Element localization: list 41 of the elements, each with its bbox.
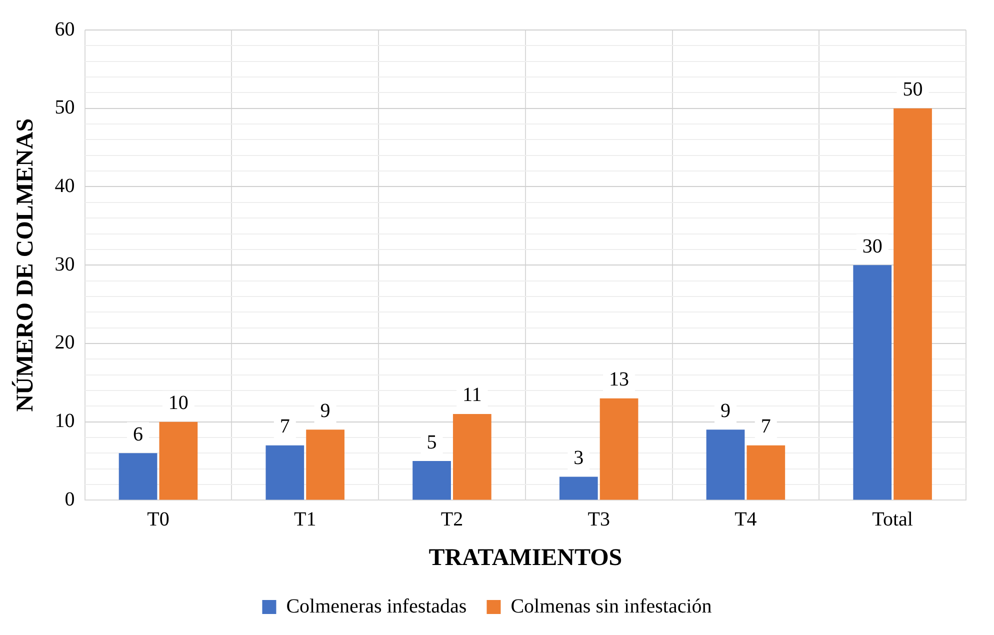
x-tick-label: T3: [588, 508, 610, 530]
y-tick-label: 60: [54, 18, 75, 40]
data-label: 7: [760, 416, 771, 438]
data-label: 10: [168, 392, 188, 414]
legend-label: Colmenas sin infestación: [510, 595, 712, 618]
bar: [159, 422, 198, 500]
x-tick-label: T0: [147, 508, 170, 530]
bar: [118, 453, 158, 500]
bar: [266, 445, 304, 500]
x-tick-label: T1: [294, 508, 316, 530]
data-label: 50: [902, 78, 923, 101]
y-tick-label: 20: [54, 332, 75, 354]
data-label: 9: [320, 400, 330, 422]
bar: [706, 430, 745, 500]
x-axis-title: TRATAMIENTOS: [428, 544, 622, 571]
bar: [746, 445, 786, 500]
data-label: 5: [426, 431, 437, 454]
data-label: 6: [133, 423, 144, 446]
bar: [452, 414, 492, 500]
bar: [306, 430, 344, 500]
y-tick-label: 30: [54, 253, 75, 276]
data-label: 7: [280, 416, 290, 438]
bar: [600, 398, 638, 500]
y-tick-label: 40: [54, 174, 75, 197]
x-tick-label: Total: [872, 508, 914, 530]
x-tick-label: T4: [734, 508, 757, 530]
y-tick-label: 10: [54, 410, 75, 432]
data-label: 13: [609, 368, 630, 391]
y-tick-label: 50: [54, 96, 75, 119]
bar: [853, 265, 892, 500]
data-label: 3: [574, 446, 584, 469]
bar: [894, 108, 932, 500]
y-axis-title: NÚMERO DE COLMENAS: [12, 118, 39, 412]
y-tick-label: 0: [64, 488, 75, 510]
data-label: 11: [462, 384, 482, 406]
data-label: 30: [862, 235, 882, 258]
data-label: 9: [720, 400, 731, 422]
bar: [412, 461, 451, 500]
x-tick-label: T2: [440, 508, 464, 530]
bar: [559, 476, 598, 500]
legend-label: Colmeneras infestadas: [286, 595, 467, 618]
